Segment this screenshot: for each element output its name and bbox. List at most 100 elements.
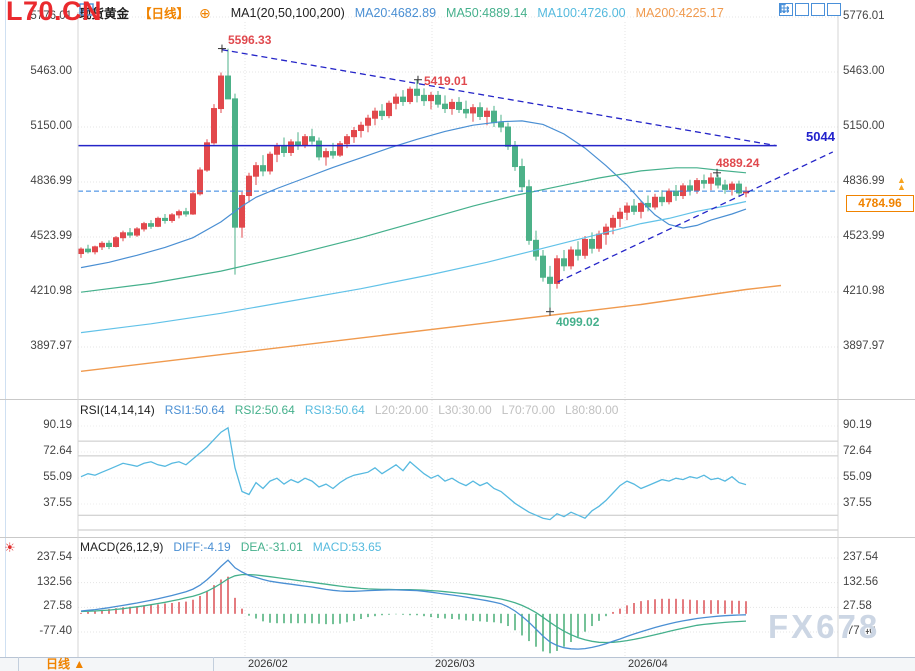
candle-body [358, 124, 364, 132]
chart-header: 现货黄金 【日线】 ⊕ MA1(20,50,100,200) MA20:4682… [79, 3, 724, 22]
candle-body [421, 94, 427, 102]
ma-value-label: MA100:4726.00 [537, 5, 626, 20]
candle-body [603, 226, 609, 235]
add-indicator-icon[interactable]: ⊕ [199, 4, 211, 21]
candle-body [428, 94, 434, 102]
candle-body [190, 193, 196, 215]
candle-body [281, 145, 287, 153]
axis-tick-label: 5463.00 [30, 65, 72, 77]
candle-body [547, 276, 553, 284]
candle-body [554, 258, 560, 284]
macd-dea-line [80, 573, 747, 644]
axis-tick-label: 5150.00 [30, 120, 72, 132]
candle-body [449, 101, 455, 110]
ma-values: MA20:4682.89 MA50:4889.14 MA100:4726.00 MA2… [355, 6, 724, 20]
month-label: 2026/03 [435, 658, 475, 670]
period-tag[interactable]: 【日线】 [139, 7, 190, 21]
candle-body [477, 107, 483, 117]
candle-body [715, 177, 721, 186]
trendline-descending-resistance [221, 49, 777, 147]
candle-body [519, 166, 525, 188]
candle-body [512, 145, 518, 168]
candle-body [673, 190, 679, 197]
candle-body [498, 122, 504, 128]
candle-body [666, 190, 672, 203]
candle-body [533, 239, 539, 257]
macd-title[interactable]: MACD(26,12,9) [80, 540, 164, 554]
axis-tick-label: 5776.01 [30, 10, 72, 22]
current-price-box: 4784.96 [846, 195, 914, 212]
period-selector[interactable]: 日线 ▲ [46, 657, 86, 671]
macd-value-label: MACD:53.65 [312, 540, 382, 554]
macd-value-label: DIFF:-4.19 [173, 540, 231, 554]
y-axis-scale-icon[interactable] [779, 3, 809, 16]
candle-body [568, 249, 574, 267]
candle-body [176, 211, 182, 216]
candle-body [484, 110, 490, 117]
ma200-line [80, 284, 782, 372]
jump-to-latest-icon[interactable] [780, 3, 841, 16]
x-axis-scale-icon[interactable] [779, 3, 825, 16]
indicator-settings-icon[interactable]: ☀ [4, 540, 16, 555]
candle-body [442, 103, 448, 110]
axis-tick-label: 5150.00 [843, 120, 885, 132]
candle-body [141, 223, 147, 230]
candle-body [736, 183, 742, 194]
candle-body [183, 211, 189, 215]
candle-body [491, 110, 497, 124]
candle-body [232, 98, 238, 228]
ma-group-label[interactable]: MA1(20,50,100,200) [230, 5, 345, 20]
candle-body [274, 145, 280, 155]
axis-tick-label: 132.56 [843, 575, 879, 588]
axis-tick-label: 3897.97 [30, 340, 72, 352]
axis-tick-label: 132.56 [36, 575, 72, 588]
candle-body [155, 217, 161, 227]
axis-tick-label: 72.64 [843, 445, 872, 457]
candle-body [407, 88, 413, 103]
macd-diff-line [80, 559, 747, 650]
candle-body [106, 242, 112, 247]
candle-body [582, 238, 588, 256]
symbol-code: L70.CN [6, 0, 103, 26]
candle-body [253, 165, 259, 177]
rsi-panel-header: RSI(14,14,14) RSI1:50.64 RSI2:50.64 RSI3:5… [80, 403, 618, 417]
axis-tick-label: 90.19 [43, 419, 72, 431]
price-up-arrow-icon: ▲ ▲ [897, 175, 906, 192]
candle-body [589, 238, 595, 249]
ma-value-label: MA20:4682.89 [354, 5, 437, 20]
rsi-value-label: L70:70.00 [501, 403, 556, 417]
axis-tick-label: 4210.98 [843, 285, 885, 297]
candle-body [351, 130, 357, 138]
axis-tick-label: 4210.98 [30, 285, 72, 297]
rsi-value-label: RSI3:50.64 [304, 403, 365, 417]
rsi-value-label: L20:20.00 [374, 403, 429, 417]
candle-body [99, 242, 105, 248]
candle-body [365, 117, 371, 126]
candle-body [596, 233, 602, 249]
axis-tick-label: -77.40 [39, 625, 72, 637]
candle-body [302, 136, 308, 146]
axis-tick-label: 4836.99 [30, 175, 72, 187]
candle-body [148, 223, 154, 227]
candle-body [638, 202, 644, 212]
candle-body [694, 180, 700, 191]
candle-body [120, 232, 126, 239]
candle-body [85, 248, 91, 253]
rsi-value-label: L30:30.00 [438, 403, 492, 417]
candle-body [456, 101, 462, 110]
axis-tick-label: 4523.99 [30, 230, 72, 242]
rsi-title[interactable]: RSI(14,14,14) [80, 403, 155, 417]
bottom-bar-divider [18, 657, 19, 671]
candle-body [218, 75, 224, 110]
axis-tick-label: 55.09 [43, 471, 72, 484]
candle-body [211, 108, 217, 144]
candle-body [414, 88, 420, 96]
candle-body [400, 96, 406, 103]
candle-body [505, 126, 511, 147]
candle-body [624, 205, 630, 213]
candle-body [309, 136, 315, 142]
candle-body [225, 75, 231, 100]
candle-body [610, 217, 616, 228]
